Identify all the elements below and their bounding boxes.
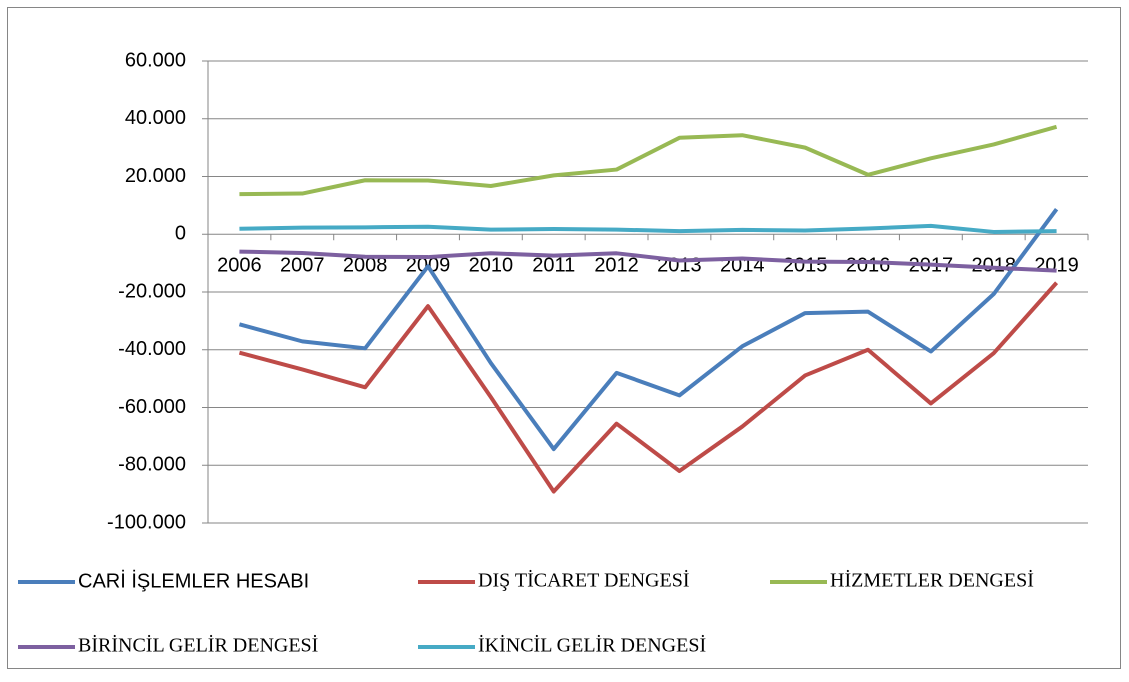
y-tick-label: -40.000 [118, 338, 186, 360]
x-tick-label: 2019 [1034, 255, 1079, 277]
y-tick-label: 60.000 [125, 49, 186, 71]
legend-label: HİZMETLER DENGESİ [830, 569, 1034, 592]
y-tick-label: 0 [175, 223, 186, 245]
legend-label: CARİ İŞLEMLER HESABI [78, 569, 309, 592]
legend-label: BİRİNCİL GELİR DENGESİ [78, 634, 318, 657]
legend-label: İKİNCİL GELİR DENGESİ [478, 634, 706, 657]
y-tick-label: -100.000 [107, 511, 186, 533]
series-line [239, 124, 1058, 197]
x-tick-label: 2011 [532, 255, 575, 277]
x-tick-label: 2015 [783, 255, 828, 277]
chart-border [7, 7, 1121, 669]
series-line [238, 207, 1059, 452]
series-line [238, 281, 1059, 494]
series-line [239, 249, 1057, 273]
x-tick-label: 2018 [971, 255, 1016, 277]
x-tick-label: 2006 [217, 255, 262, 277]
y-tick-label: 20.000 [125, 165, 186, 187]
y-tick-label: 40.000 [125, 107, 186, 129]
y-tick-label: -60.000 [118, 396, 186, 418]
x-tick-label: 2016 [846, 255, 891, 277]
y-tick-label: -80.000 [118, 454, 186, 476]
series-line [239, 223, 1057, 234]
x-tick-label: 2010 [469, 255, 514, 277]
x-tick-label: 2012 [594, 255, 639, 277]
y-tick-label: -20.000 [118, 280, 186, 302]
x-tick-label: 2008 [343, 255, 388, 277]
legend-label: DIŞ TİCARET DENGESİ [478, 569, 689, 592]
x-tick-label: 2007 [280, 255, 325, 277]
